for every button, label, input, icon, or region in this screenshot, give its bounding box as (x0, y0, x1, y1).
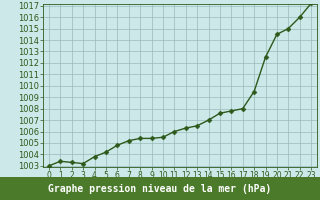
Text: Graphe pression niveau de la mer (hPa): Graphe pression niveau de la mer (hPa) (48, 183, 272, 194)
